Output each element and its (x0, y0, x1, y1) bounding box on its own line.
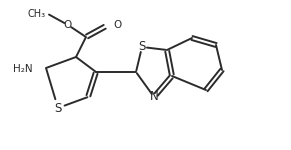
Text: CH₃: CH₃ (28, 9, 46, 19)
Text: O: O (64, 20, 72, 30)
Text: N: N (150, 90, 158, 104)
Text: H₂N: H₂N (13, 64, 33, 74)
Text: O: O (113, 20, 121, 30)
Text: S: S (54, 102, 62, 114)
Text: S: S (138, 40, 146, 54)
